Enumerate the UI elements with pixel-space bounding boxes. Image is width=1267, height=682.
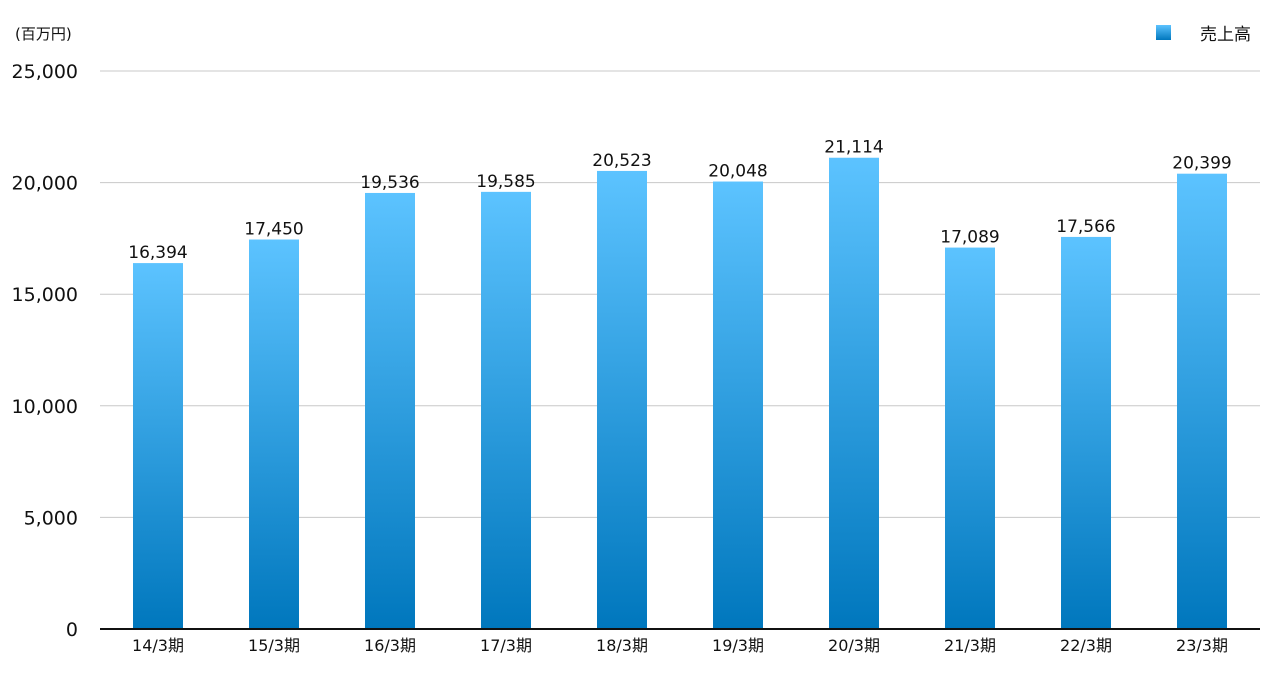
- bar-value-label: 20,048: [708, 162, 767, 182]
- y-tick-label: 15,000: [12, 284, 78, 306]
- x-tick-label: 17/3期: [480, 636, 532, 655]
- bar: [829, 157, 879, 629]
- bars: [133, 157, 1227, 630]
- value-labels: 16,394 17,450 19,536 19,585 20,523 20,048 21,1…: [128, 138, 1231, 263]
- bar: [133, 263, 183, 629]
- x-tick-label: 15/3期: [248, 636, 300, 655]
- x-tick-label: 16/3期: [364, 636, 416, 655]
- x-tick-label: 18/3期: [596, 636, 648, 655]
- y-axis-ticks: 0 5,000 10,000 15,000 20,000 25,000: [12, 61, 78, 641]
- bar-value-label: 16,394: [128, 243, 187, 263]
- x-tick-label: 20/3期: [828, 636, 880, 655]
- bar: [713, 181, 763, 630]
- bar-value-label: 20,523: [592, 151, 651, 171]
- bar: [1177, 173, 1227, 629]
- bar: [481, 191, 531, 629]
- y-tick-label: 0: [66, 619, 78, 641]
- x-tick-label: 23/3期: [1176, 636, 1228, 655]
- bar-value-label: 20,399: [1172, 154, 1231, 174]
- bar-value-label: 17,566: [1056, 217, 1115, 237]
- x-axis-ticks: 14/3期 15/3期 16/3期 17/3期 18/3期 19/3期 20/3期 21/3期…: [132, 636, 1228, 655]
- y-tick-label: 25,000: [12, 61, 78, 83]
- bar: [365, 192, 415, 629]
- legend-swatch: [1156, 25, 1171, 40]
- x-tick-label: 19/3期: [712, 636, 764, 655]
- x-tick-label: 14/3期: [132, 636, 184, 655]
- x-tick-label: 21/3期: [944, 636, 996, 655]
- bar-value-label: 19,536: [360, 173, 419, 193]
- y-tick-label: 20,000: [12, 173, 78, 195]
- bar: [1061, 236, 1111, 629]
- x-tick-label: 22/3期: [1060, 636, 1112, 655]
- y-tick-label: 10,000: [12, 396, 78, 418]
- legend: 売上高: [1156, 25, 1251, 45]
- bar-value-label: 19,585: [476, 172, 535, 192]
- bar-value-label: 21,114: [824, 138, 883, 158]
- y-axis-unit-label: (百万円): [15, 25, 72, 43]
- legend-label: 売上高: [1200, 25, 1251, 45]
- bar: [597, 170, 647, 629]
- y-tick-label: 5,000: [24, 507, 78, 529]
- bar: [249, 239, 299, 630]
- bar-value-label: 17,450: [244, 220, 303, 240]
- bar-value-label: 17,089: [940, 228, 999, 248]
- bar: [945, 247, 995, 629]
